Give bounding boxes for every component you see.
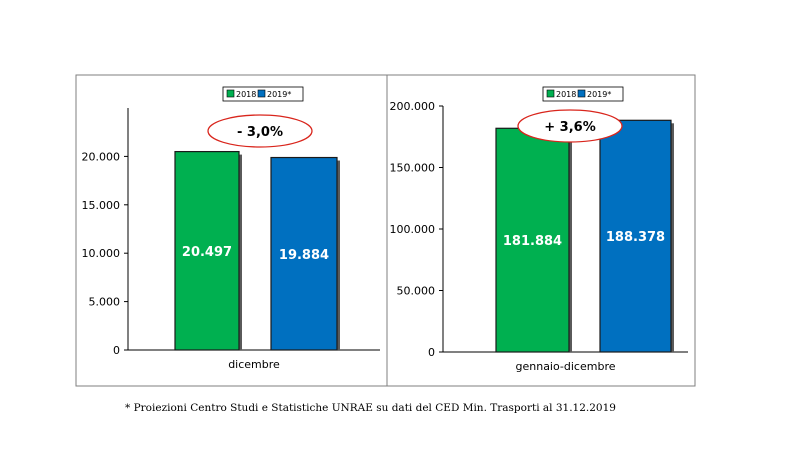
bar-2019 — [599, 119, 672, 353]
y-tick-label: 15.000 — [82, 199, 121, 212]
bar-2019 — [270, 156, 338, 351]
bar-2018 — [174, 150, 240, 351]
legend-swatch-2018 — [226, 89, 235, 98]
legend-label-2019: 2019* — [587, 90, 611, 99]
x-category-label: gennaio-dicembre — [516, 360, 616, 373]
legend: 2018 2019* — [542, 86, 624, 102]
chart-panel-1: 0 5.000 10.000 15.000 20.000 20.497 19.884 dice… — [75, 74, 388, 387]
legend-label-2019: 2019* — [267, 90, 291, 99]
bar-value-label: 181.884 — [503, 234, 562, 249]
x-category-label: dicembre — [228, 358, 280, 371]
y-tick-label: 200.000 — [390, 100, 436, 113]
legend-swatch-2019 — [577, 89, 586, 98]
y-tick-label: 5.000 — [89, 296, 121, 309]
bar-value-label: 188.378 — [606, 230, 665, 245]
y-tick-label: 0 — [428, 346, 435, 359]
change-percent-label: - 3,0% — [237, 125, 283, 140]
legend-label-2018: 2018 — [236, 90, 256, 99]
legend: 2018 2019* — [222, 86, 304, 102]
bar-value-label: 20.497 — [182, 245, 232, 260]
bar-value-label: 19.884 — [279, 248, 329, 263]
footnote: * Proiezioni Centro Studi e Statistiche … — [125, 402, 616, 414]
change-ellipse — [517, 109, 623, 143]
legend-swatch-2019 — [257, 89, 266, 98]
y-tick-label: 10.000 — [82, 247, 121, 260]
change-ellipse — [207, 114, 313, 148]
change-percent-label: + 3,6% — [544, 120, 595, 135]
y-tick-label: 100.000 — [390, 223, 436, 236]
y-tick-label: 20.000 — [82, 150, 121, 163]
legend-label-2018: 2018 — [556, 90, 576, 99]
y-tick-label: 50.000 — [397, 285, 436, 298]
bar-2018 — [495, 127, 570, 353]
y-tick-label: 150.000 — [390, 162, 436, 175]
chart-panel-2: 0 50.000 100.000 150.000 200.000 181.884 188.3… — [386, 74, 696, 387]
legend-swatch-2018 — [546, 89, 555, 98]
y-tick-label: 0 — [113, 344, 120, 357]
